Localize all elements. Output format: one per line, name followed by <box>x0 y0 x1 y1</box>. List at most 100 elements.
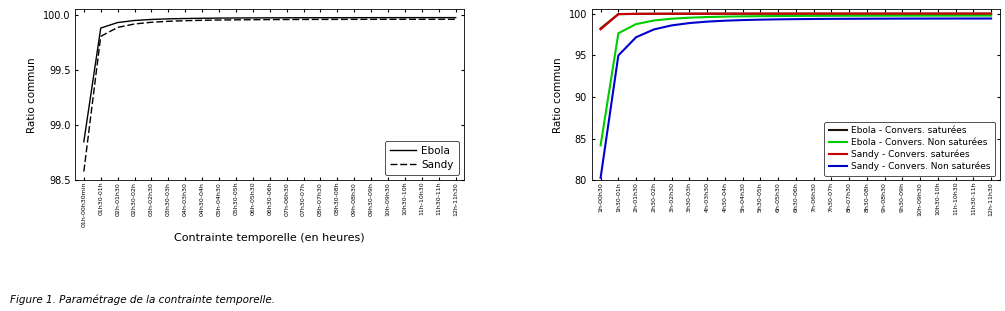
Ebola - Convers. Non saturées <box>648 19 660 22</box>
Ebola <box>94 26 107 30</box>
Ebola - Convers. saturées <box>808 12 820 16</box>
Sandy - Convers. saturées <box>861 12 873 16</box>
Sandy <box>112 26 124 29</box>
Sandy - Convers. Non saturées <box>825 17 837 21</box>
Ebola - Convers. saturées <box>985 12 997 16</box>
Ebola - Convers. saturées <box>968 12 980 16</box>
Line: Ebola: Ebola <box>83 18 455 142</box>
Ebola <box>129 19 141 22</box>
Ebola - Convers. Non saturées <box>719 15 731 18</box>
Ebola <box>449 16 461 20</box>
Ebola - Convers. Non saturées <box>915 14 927 17</box>
Sandy <box>213 18 225 22</box>
Ebola <box>146 18 158 21</box>
Sandy - Convers. Non saturées <box>968 17 980 21</box>
Ebola - Convers. Non saturées <box>878 14 890 17</box>
Sandy - Convers. Non saturées <box>861 17 873 21</box>
Sandy - Convers. Non saturées <box>843 17 855 21</box>
Ebola <box>297 16 310 20</box>
Sandy - Convers. Non saturées <box>896 17 909 21</box>
Ebola - Convers. Non saturées <box>701 15 714 19</box>
Sandy - Convers. saturées <box>648 12 660 16</box>
Sandy - Convers. Non saturées <box>878 17 890 21</box>
Sandy <box>163 19 175 23</box>
Sandy - Convers. saturées <box>968 12 980 16</box>
Sandy <box>77 170 89 174</box>
Sandy <box>365 17 377 21</box>
Ebola - Convers. Non saturées <box>595 143 607 147</box>
Sandy - Convers. Non saturées <box>755 18 767 21</box>
Sandy <box>196 18 208 22</box>
Sandy - Convers. Non saturées <box>950 17 962 21</box>
Sandy - Convers. saturées <box>683 12 695 16</box>
Ebola <box>179 17 191 21</box>
Sandy - Convers. saturées <box>665 12 677 16</box>
Line: Ebola - Convers. Non saturées: Ebola - Convers. Non saturées <box>601 16 991 145</box>
Ebola - Convers. Non saturées <box>772 14 784 18</box>
Ebola - Convers. Non saturées <box>630 22 642 26</box>
Sandy - Convers. Non saturées <box>737 18 749 22</box>
Sandy <box>449 17 461 21</box>
Sandy <box>247 18 259 21</box>
Ebola - Convers. Non saturées <box>932 14 944 17</box>
Ebola <box>382 16 394 20</box>
Sandy - Convers. Non saturées <box>932 17 944 21</box>
Sandy <box>332 17 344 21</box>
Sandy - Convers. saturées <box>808 12 820 16</box>
Y-axis label: Ratio commun: Ratio commun <box>27 57 37 133</box>
Sandy - Convers. saturées <box>755 12 767 16</box>
Sandy - Convers. Non saturées <box>772 17 784 21</box>
Sandy - Convers. Non saturées <box>595 176 607 180</box>
Ebola - Convers. Non saturées <box>825 14 837 18</box>
Sandy <box>263 18 275 21</box>
Ebola - Convers. saturées <box>630 12 642 16</box>
Sandy - Convers. Non saturées <box>683 21 695 25</box>
Sandy - Convers. Non saturées <box>808 17 820 21</box>
Ebola - Convers. saturées <box>595 27 607 30</box>
Ebola - Convers. saturées <box>772 12 784 16</box>
Ebola - Convers. saturées <box>737 12 749 16</box>
Line: Sandy - Convers. Non saturées: Sandy - Convers. Non saturées <box>601 19 991 178</box>
Ebola <box>77 140 89 144</box>
Ebola <box>213 16 225 20</box>
Ebola <box>230 16 242 20</box>
Legend: Ebola, Sandy: Ebola, Sandy <box>385 141 459 175</box>
Ebola - Convers. Non saturées <box>612 31 624 35</box>
Ebola <box>365 16 377 20</box>
Sandy - Convers. saturées <box>985 12 997 16</box>
Ebola - Convers. Non saturées <box>683 16 695 20</box>
Sandy - Convers. Non saturées <box>701 20 714 24</box>
Sandy <box>129 22 141 26</box>
Ebola <box>332 16 344 20</box>
Ebola - Convers. Non saturées <box>968 14 980 17</box>
Sandy - Convers. saturées <box>878 12 890 16</box>
Line: Sandy: Sandy <box>83 19 455 172</box>
Ebola <box>247 16 259 20</box>
Ebola <box>263 16 275 20</box>
Ebola - Convers. Non saturées <box>790 14 802 18</box>
Sandy - Convers. Non saturées <box>612 53 624 57</box>
Sandy <box>315 17 327 21</box>
Sandy <box>349 17 361 21</box>
Ebola - Convers. Non saturées <box>896 14 909 17</box>
Ebola - Convers. Non saturées <box>861 14 873 17</box>
Sandy <box>280 18 292 21</box>
Ebola - Convers. saturées <box>612 12 624 16</box>
Ebola <box>416 16 428 20</box>
Ebola - Convers. saturées <box>683 12 695 16</box>
Sandy - Convers. saturées <box>843 12 855 16</box>
Ebola - Convers. Non saturées <box>665 17 677 21</box>
Ebola - Convers. Non saturées <box>843 14 855 18</box>
Sandy - Convers. saturées <box>950 12 962 16</box>
Sandy - Convers. Non saturées <box>985 17 997 21</box>
Ebola - Convers. saturées <box>950 12 962 16</box>
Sandy - Convers. saturées <box>719 12 731 16</box>
Sandy - Convers. Non saturées <box>648 28 660 31</box>
Sandy - Convers. saturées <box>737 12 749 16</box>
Sandy - Convers. saturées <box>595 27 607 31</box>
Line: Ebola - Convers. saturées: Ebola - Convers. saturées <box>601 14 991 29</box>
X-axis label: Contrainte temporelle (en heures): Contrainte temporelle (en heures) <box>175 233 365 243</box>
Ebola - Convers. saturées <box>825 12 837 16</box>
Sandy - Convers. saturées <box>790 12 802 16</box>
Sandy <box>416 17 428 21</box>
